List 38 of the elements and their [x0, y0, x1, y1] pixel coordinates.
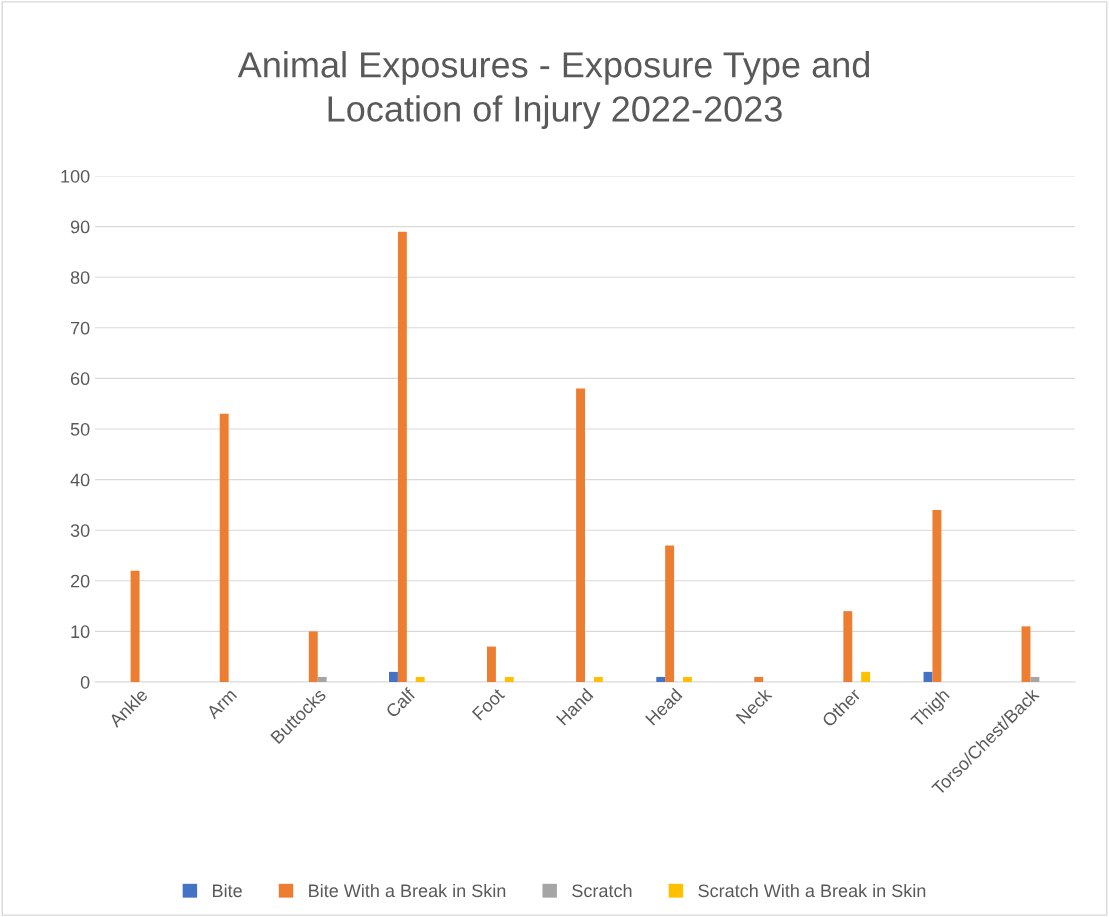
bar	[861, 671, 871, 682]
bar	[843, 611, 853, 682]
bar	[415, 676, 425, 682]
legend-label: Scratch	[572, 883, 632, 898]
bar	[576, 388, 585, 682]
y-tick-label: 50	[70, 422, 90, 436]
bar	[593, 676, 603, 682]
y-tick-label: 100	[61, 169, 90, 183]
bar	[932, 509, 942, 682]
bar	[1030, 676, 1040, 682]
bar	[219, 413, 229, 682]
bar	[1021, 626, 1031, 682]
bar	[754, 676, 764, 682]
legend-label: Bite	[213, 883, 242, 898]
x-tick-label: Calf	[384, 686, 417, 719]
bar	[504, 676, 514, 682]
bar	[656, 676, 666, 682]
y-tick-label: 20	[70, 574, 90, 588]
legend-label: Scratch With a Break in Skin	[698, 883, 926, 898]
bar	[683, 676, 692, 682]
y-tick-label: 40	[70, 473, 90, 487]
bar	[308, 631, 318, 682]
chart-title: Animal Exposures - Exposure Type and Location of Injury 2022-2023	[237, 51, 870, 129]
y-tick-label: 10	[71, 625, 90, 639]
y-tick-label: 0	[80, 675, 90, 689]
bar	[487, 646, 496, 682]
y-tick-label: 70	[70, 321, 90, 335]
x-tick-label: Arm	[205, 688, 238, 720]
bar	[665, 545, 675, 682]
y-tick-label: 90	[70, 220, 90, 234]
y-tick-label: 80	[70, 271, 90, 284]
y-tick-label: 30	[70, 524, 90, 537]
y-tick-label: 60	[70, 372, 90, 386]
legend-label: Bite With a Break in Skin	[309, 883, 506, 898]
bar	[389, 671, 398, 682]
bar	[317, 676, 327, 682]
bar	[130, 570, 140, 682]
bar	[397, 231, 407, 682]
